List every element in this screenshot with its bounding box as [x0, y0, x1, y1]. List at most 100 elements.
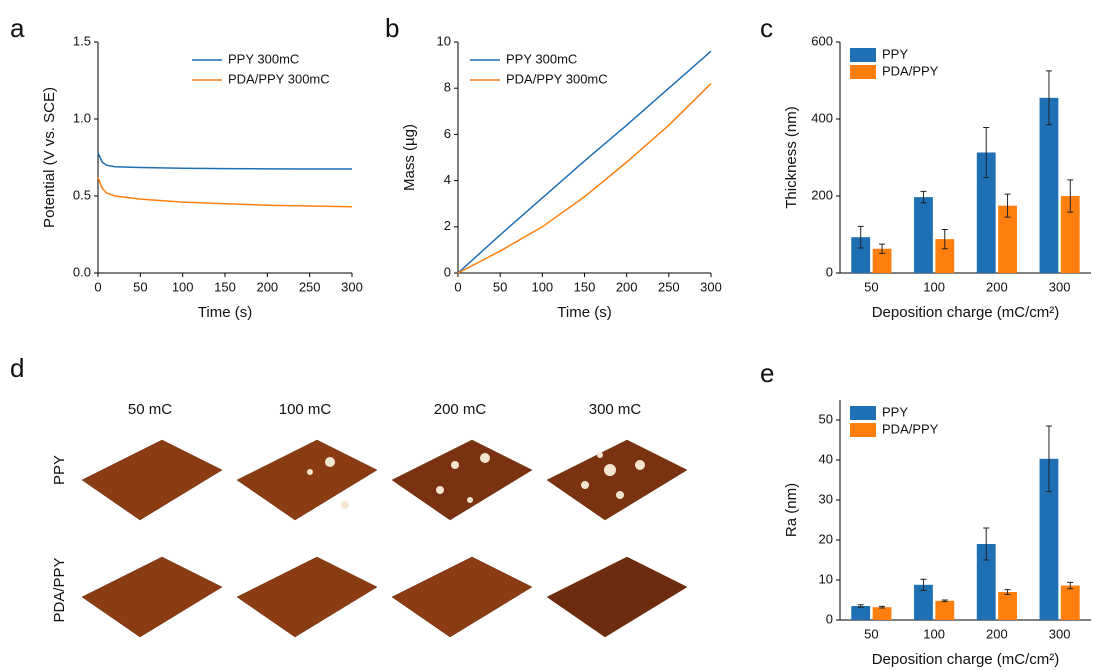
- x-tick-label: 0: [94, 279, 101, 294]
- afm-feature: [341, 501, 349, 509]
- y-tick-label: 4: [444, 172, 451, 187]
- legend-swatch: [850, 406, 876, 420]
- x-tick-label: 300: [1049, 279, 1071, 294]
- legend-label: PDA/PPY 300mC: [228, 71, 330, 86]
- x-tick-label: 150: [574, 279, 596, 294]
- afm-image: [547, 440, 687, 520]
- y-tick-label: 0.5: [73, 187, 91, 202]
- legend-label: PPY 300mC: [506, 51, 577, 66]
- panel-label: a: [10, 13, 25, 43]
- line: [98, 178, 352, 207]
- afm-image: [237, 440, 377, 520]
- bar: [851, 606, 870, 620]
- y-tick-label: 1.5: [73, 33, 91, 48]
- x-tick-label: 250: [658, 279, 680, 294]
- bar: [914, 197, 933, 273]
- afm-feature: [307, 469, 313, 475]
- column-label: 100 mC: [279, 401, 332, 418]
- x-tick-label: 50: [133, 279, 147, 294]
- x-tick-label: 100: [923, 626, 945, 641]
- row-label: PDA/PPY: [51, 557, 68, 622]
- afm-feature: [616, 491, 624, 499]
- x-tick-label: 200: [986, 279, 1008, 294]
- y-tick-label: 6: [444, 126, 451, 141]
- legend-label: PDA/PPY: [882, 63, 939, 78]
- y-tick-label: 200: [811, 187, 833, 202]
- y-tick-label: 40: [819, 451, 833, 466]
- x-axis-label: Time (s): [557, 304, 611, 321]
- x-tick-label: 200: [986, 626, 1008, 641]
- y-axis-label: Potential (V vs. SCE): [41, 87, 58, 228]
- y-tick-label: 1.0: [73, 110, 91, 125]
- afm-feature: [451, 461, 459, 469]
- y-tick-label: 0: [826, 264, 833, 279]
- x-tick-label: 100: [923, 279, 945, 294]
- afm-feature: [467, 497, 473, 503]
- y-axis-label: Thickness (nm): [783, 106, 800, 209]
- x-axis-label: Time (s): [198, 304, 252, 321]
- bar: [998, 592, 1017, 620]
- bar: [935, 601, 954, 620]
- y-tick-label: 0: [444, 264, 451, 279]
- x-tick-label: 300: [1049, 626, 1071, 641]
- afm-feature: [480, 453, 490, 463]
- x-tick-label: 50: [864, 279, 878, 294]
- line: [458, 84, 711, 273]
- legend-label: PPY 300mC: [228, 51, 299, 66]
- bar: [1061, 586, 1080, 620]
- y-tick-label: 50: [819, 411, 833, 426]
- x-tick-label: 150: [214, 279, 236, 294]
- y-axis-label: Mass (µg): [401, 124, 418, 191]
- line: [98, 153, 352, 169]
- legend-label: PDA/PPY: [882, 421, 939, 436]
- afm-image: [392, 440, 532, 520]
- legend-swatch: [850, 423, 876, 437]
- legend-label: PPY: [882, 404, 908, 419]
- column-label: 200 mC: [434, 401, 487, 418]
- legend-swatch: [850, 65, 876, 79]
- panel-label: c: [760, 13, 773, 43]
- legend-label: PDA/PPY 300mC: [506, 71, 608, 86]
- y-tick-label: 10: [819, 571, 833, 586]
- y-tick-label: 8: [444, 80, 451, 95]
- x-tick-label: 50: [864, 626, 878, 641]
- x-tick-label: 100: [531, 279, 553, 294]
- panel-label: d: [10, 353, 24, 383]
- y-tick-label: 0: [826, 611, 833, 626]
- y-tick-label: 2: [444, 218, 451, 233]
- panel-label: e: [760, 358, 774, 388]
- afm-feature: [597, 452, 603, 458]
- afm-feature: [604, 464, 616, 476]
- x-tick-label: 200: [256, 279, 278, 294]
- afm-image: [82, 557, 222, 637]
- x-tick-label: 0: [454, 279, 461, 294]
- row-label: PPY: [51, 455, 68, 485]
- legend-label: PPY: [882, 46, 908, 61]
- y-axis-label: Ra (nm): [783, 483, 800, 537]
- y-tick-label: 0.0: [73, 264, 91, 279]
- y-tick-label: 30: [819, 491, 833, 506]
- x-tick-label: 200: [616, 279, 638, 294]
- afm-feature: [436, 486, 444, 494]
- y-tick-label: 600: [811, 33, 833, 48]
- x-axis-label: Deposition charge (mC/cm²): [872, 304, 1060, 321]
- legend-swatch: [850, 48, 876, 62]
- x-tick-label: 300: [700, 279, 722, 294]
- x-tick-label: 50: [493, 279, 507, 294]
- y-tick-label: 10: [437, 33, 451, 48]
- column-label: 300 mC: [589, 401, 642, 418]
- afm-image: [547, 557, 687, 637]
- x-tick-label: 100: [172, 279, 194, 294]
- column-label: 50 mC: [128, 401, 172, 418]
- afm-image: [82, 440, 222, 520]
- afm-feature: [635, 460, 645, 470]
- x-axis-label: Deposition charge (mC/cm²): [872, 651, 1060, 668]
- bar: [873, 607, 892, 620]
- y-tick-label: 20: [819, 531, 833, 546]
- panel-label: b: [385, 13, 399, 43]
- x-tick-label: 300: [341, 279, 363, 294]
- afm-image: [392, 557, 532, 637]
- afm-image: [237, 557, 377, 637]
- y-tick-label: 400: [811, 110, 833, 125]
- afm-feature: [325, 457, 335, 467]
